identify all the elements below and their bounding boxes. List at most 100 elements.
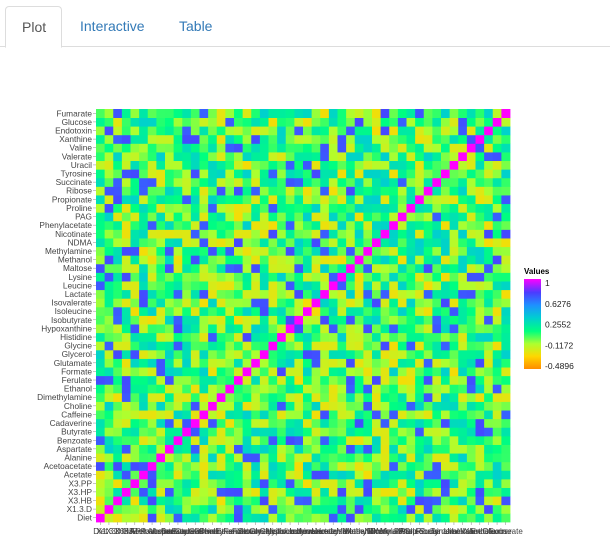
heatmap-cell: [294, 341, 304, 351]
heatmap-cell: [121, 367, 131, 377]
heatmap-cell: [190, 392, 200, 402]
heatmap-cell: [234, 418, 244, 428]
heatmap-cell: [234, 444, 244, 454]
heatmap-cell: [130, 427, 140, 437]
x-tick-label: NDMA: [365, 527, 389, 536]
heatmap-cell: [441, 418, 451, 428]
heatmap-cell: [363, 186, 373, 196]
heatmap-cell: [354, 212, 364, 222]
heatmap-cell: [165, 444, 175, 454]
heatmap-cell: [354, 229, 364, 239]
x-tick-label: Phenylacetate: [368, 527, 419, 536]
x-tick-label: Dimethylamine: [195, 527, 248, 536]
heatmap-cell: [130, 487, 140, 497]
heatmap-cell: [234, 109, 244, 118]
heatmap-cell: [328, 367, 338, 377]
heatmap-cell: [156, 203, 166, 213]
heatmap-cell: [492, 401, 502, 411]
heatmap-cell: [199, 246, 209, 256]
heatmap-cell: [277, 169, 287, 179]
heatmap-cell: [173, 229, 183, 239]
heatmap-cell: [303, 487, 313, 497]
heatmap-cell: [320, 315, 330, 325]
tab-plot[interactable]: Plot: [5, 6, 62, 48]
heatmap-cell: [484, 212, 494, 222]
heatmap-cell: [208, 220, 218, 230]
heatmap-cell: [130, 384, 140, 394]
heatmap-cell: [423, 134, 433, 144]
heatmap-cell: [354, 143, 364, 153]
heatmap-cell: [346, 186, 356, 196]
heatmap-cell: [130, 289, 140, 299]
heatmap-cell: [432, 203, 442, 213]
heatmap-cell: [380, 375, 390, 385]
heatmap-cell: [475, 126, 485, 136]
heatmap-cell: [268, 435, 278, 445]
heatmap-cell: [363, 513, 373, 523]
heatmap-cell: [182, 238, 192, 248]
heatmap-cell: [173, 513, 183, 523]
heatmap-cell: [104, 212, 114, 222]
heatmap-cell: [432, 470, 442, 480]
y-tick-label: Glycerol: [62, 349, 93, 359]
heatmap-cell: [354, 324, 364, 334]
heatmap-cell: [113, 289, 123, 299]
heatmap-cell: [199, 358, 209, 368]
heatmap-cell: [147, 220, 157, 230]
tab-table[interactable]: Table: [179, 18, 213, 34]
heatmap-cell: [190, 109, 200, 118]
heatmap-cell: [337, 212, 347, 222]
heatmap-cell: [277, 306, 287, 316]
heatmap-cell: [380, 160, 390, 170]
heatmap-cell: [259, 375, 269, 385]
heatmap-cell: [484, 375, 494, 385]
heatmap-cell: [380, 513, 390, 523]
heatmap-cell: [441, 487, 451, 497]
heatmap-cell: [259, 341, 269, 351]
x-tick-label: Histidine: [266, 527, 297, 536]
heatmap-cell: [165, 186, 175, 196]
heatmap-cell: [501, 263, 511, 273]
heatmap-cell: [130, 358, 140, 368]
heatmap-cell: [277, 220, 287, 230]
heatmap-cell: [216, 134, 226, 144]
heatmap-cell: [475, 410, 485, 420]
heatmap-cell: [320, 332, 330, 342]
heatmap-cell: [303, 306, 313, 316]
heatmap-cell: [294, 410, 304, 420]
heatmap-cell: [268, 169, 278, 179]
heatmap-cell: [251, 504, 261, 514]
heatmap-cell: [466, 246, 476, 256]
heatmap-cell: [432, 195, 442, 205]
heatmap-cell: [441, 461, 451, 471]
heatmap-cell: [216, 186, 226, 196]
heatmap-cell: [182, 229, 192, 239]
heatmap-cell: [251, 375, 261, 385]
heatmap-cell: [466, 212, 476, 222]
heatmap-cell: [234, 410, 244, 420]
heatmap-cell: [346, 152, 356, 162]
heatmap-cell: [458, 298, 468, 308]
heatmap-cell: [389, 203, 399, 213]
heatmap-cell: [406, 306, 416, 316]
heatmap-cell: [372, 246, 382, 256]
heatmap-cell: [484, 195, 494, 205]
heatmap-cell: [328, 263, 338, 273]
heatmap-cell: [328, 341, 338, 351]
heatmap-cell: [458, 229, 468, 239]
tab-interactive[interactable]: Interactive: [80, 18, 145, 34]
heatmap-cell: [492, 392, 502, 402]
heatmap-cell: [234, 255, 244, 265]
heatmap-cell: [259, 315, 269, 325]
heatmap-cell: [449, 401, 459, 411]
heatmap-cell: [423, 367, 433, 377]
heatmap-cell: [251, 117, 261, 127]
heatmap-cell: [208, 117, 218, 127]
heatmap-cell: [303, 195, 313, 205]
heatmap-cell: [130, 470, 140, 480]
y-tick-label: Benzoate: [57, 435, 92, 445]
heatmap-cell: [449, 186, 459, 196]
heatmap-cell: [501, 143, 511, 153]
heatmap-cell: [121, 238, 131, 248]
heatmap-cell: [104, 401, 114, 411]
